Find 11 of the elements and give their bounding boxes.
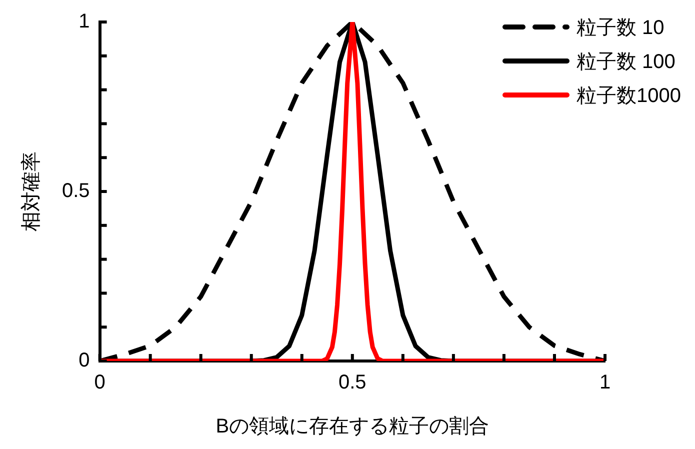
x-tick-label: 0.5 — [338, 372, 366, 394]
y-tick-label: 0.5 — [62, 180, 90, 202]
y-tick-label: 0 — [78, 350, 90, 372]
x-tick-label: 0 — [94, 372, 106, 394]
x-axis-title: Bの領域に存在する粒子の割合 — [216, 416, 490, 438]
legend-label: 粒子数1000 — [576, 84, 681, 108]
y-tick-label: 1 — [78, 10, 90, 33]
legend-label: 粒子数 10 — [576, 16, 664, 40]
x-tick-label: 1 — [599, 372, 611, 394]
y-axis-title: 相対確率 — [20, 152, 43, 232]
legend-label: 粒子数 100 — [576, 50, 676, 74]
